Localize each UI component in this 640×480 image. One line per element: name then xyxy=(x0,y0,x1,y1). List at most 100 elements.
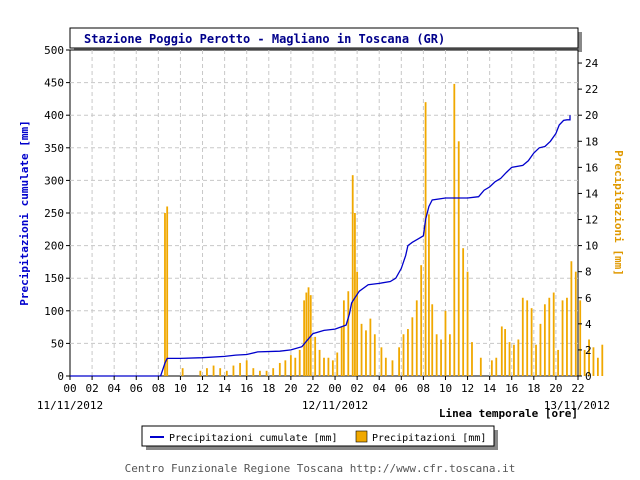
precip-bar xyxy=(245,360,248,376)
precip-bar xyxy=(411,317,414,376)
date-label: 11/11/2012 xyxy=(37,399,103,412)
precip-bar xyxy=(289,355,292,376)
precip-bar xyxy=(440,339,442,376)
precip-bar xyxy=(566,297,568,376)
precip-bar xyxy=(342,300,345,376)
y-right-tick-label: 12 xyxy=(585,214,598,227)
precip-bar xyxy=(592,347,595,376)
y-left-tick-label: 250 xyxy=(44,207,64,220)
y-left-tick-label: 200 xyxy=(44,240,64,253)
precip-bar xyxy=(601,344,604,376)
x-tick-label: 20 xyxy=(284,382,297,395)
line-series xyxy=(70,115,571,377)
precip-bar xyxy=(453,83,456,377)
precip-bar xyxy=(284,360,287,376)
x-tick-label: 16 xyxy=(240,382,253,395)
precip-bar xyxy=(225,370,228,376)
y-right-tick-label: 20 xyxy=(585,109,598,122)
precip-bar xyxy=(164,213,166,376)
axes: 0501001502002503003504004505000246810121… xyxy=(37,44,610,412)
precip-bar xyxy=(479,357,482,376)
y-right-tick-label: 14 xyxy=(585,187,599,200)
precip-bar xyxy=(513,344,515,376)
x-tick-label: 00 xyxy=(63,382,76,395)
precip-bar xyxy=(199,370,202,376)
chart-svg: Stazione Poggio Perotto - Magliano in To… xyxy=(18,27,625,450)
precip-bar xyxy=(206,368,208,376)
title-box xyxy=(69,27,579,49)
legend-label-cumulative: Precipitazioni cumulate [mm] xyxy=(169,433,338,444)
precip-bar xyxy=(354,213,356,376)
y-axis-right-title: Precipitazioni [mm] xyxy=(612,150,625,276)
precip-bar xyxy=(535,344,537,376)
footer-credit: Centro Funzionale Regione Toscana http:/… xyxy=(124,462,516,475)
precip-bar xyxy=(428,214,430,376)
precip-bar xyxy=(521,297,524,376)
precip-bar xyxy=(530,308,533,376)
precip-bar xyxy=(431,304,434,376)
y-left-tick-label: 400 xyxy=(44,109,64,122)
precip-bar xyxy=(407,329,409,376)
y-right-tick-label: 16 xyxy=(585,161,598,174)
x-tick-label: 10 xyxy=(439,382,452,395)
precip-bar xyxy=(278,362,281,376)
x-tick-label: 18 xyxy=(527,382,540,395)
y-right-tick-label: 18 xyxy=(585,135,598,148)
y-right-tick-label: 4 xyxy=(585,318,592,331)
legend-bar-swatch xyxy=(355,430,368,443)
y-left-tick-label: 50 xyxy=(51,337,64,350)
precip-bar xyxy=(347,291,350,376)
precip-bar xyxy=(369,318,372,376)
y-left-tick-label: 300 xyxy=(44,174,64,187)
precip-bar xyxy=(307,287,310,376)
y-left-tick-label: 100 xyxy=(44,305,64,318)
precip-bar xyxy=(331,360,334,376)
precip-bar xyxy=(365,330,367,376)
precip-bar xyxy=(181,368,184,376)
precip-bar xyxy=(323,357,325,376)
x-tick-label: 18 xyxy=(262,382,275,395)
precip-bar xyxy=(294,357,297,376)
precip-bar xyxy=(448,334,451,376)
precip-bar xyxy=(471,342,473,376)
precip-bar xyxy=(265,370,268,376)
x-tick-label: 08 xyxy=(152,382,165,395)
date-label: 13/11/2012 xyxy=(544,399,610,412)
precip-bar xyxy=(384,357,387,376)
precip-bar xyxy=(415,300,418,376)
x-tick-label: 22 xyxy=(571,382,584,395)
precip-bar xyxy=(508,342,511,376)
precip-bar xyxy=(548,297,551,376)
precip-bar xyxy=(336,352,339,376)
date-label: 12/11/2012 xyxy=(302,399,368,412)
x-tick-label: 14 xyxy=(218,382,232,395)
x-tick-label: 22 xyxy=(306,382,319,395)
x-tick-label: 04 xyxy=(108,382,122,395)
precip-bar xyxy=(259,370,261,376)
precip-bar xyxy=(500,326,503,376)
precip-bar xyxy=(466,271,469,376)
y-right-tick-label: 8 xyxy=(585,266,592,279)
y-left-tick-label: 450 xyxy=(44,77,64,90)
y-left-tick-label: 150 xyxy=(44,272,64,285)
x-axis-title: Linea temporale [ore] xyxy=(439,407,578,420)
precip-bar xyxy=(462,248,465,376)
y-right-tick-label: 2 xyxy=(585,344,592,357)
precip-bar xyxy=(305,292,308,376)
precip-bar xyxy=(232,365,235,376)
precip-bar xyxy=(570,261,573,376)
precip-bar xyxy=(212,365,215,376)
precip-bar xyxy=(517,339,520,376)
precip-bar xyxy=(327,357,330,376)
precip-bar xyxy=(596,357,599,376)
precip-bar xyxy=(552,292,555,376)
x-tick-label: 10 xyxy=(174,382,187,395)
precip-bar xyxy=(490,360,493,376)
legend-label-hourly: Precipitazioni [mm] xyxy=(372,433,486,444)
cumulative-line xyxy=(70,115,571,377)
precip-bar xyxy=(380,347,383,376)
precip-bar xyxy=(402,334,405,376)
precip-bar xyxy=(444,310,447,376)
legend-box xyxy=(141,425,495,447)
